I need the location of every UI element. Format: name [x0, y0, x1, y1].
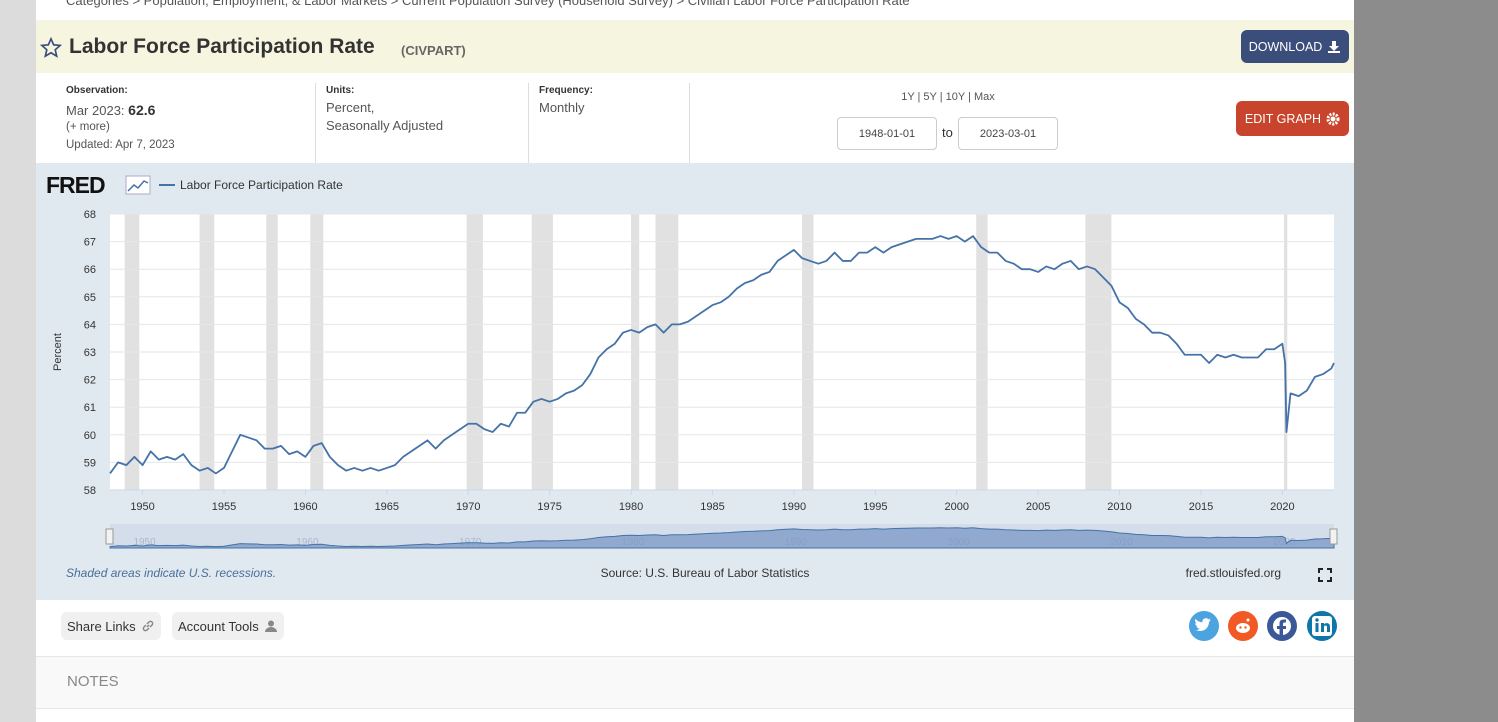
- y-axis-title: Percent: [52, 333, 64, 371]
- units-value: Seasonally Adjusted: [326, 118, 444, 133]
- x-tick-label: 2000: [944, 501, 968, 513]
- link-icon: [142, 620, 153, 632]
- browser-margin: [0, 0, 36, 722]
- frequency-value: Monthly: [539, 100, 585, 115]
- updated-date: Updated: Apr 7, 2023: [66, 139, 175, 151]
- x-tick-label: 1990: [782, 501, 806, 513]
- notes-section: [36, 656, 1354, 709]
- separator: [315, 83, 316, 163]
- end-date-input[interactable]: 2023-03-01: [958, 117, 1058, 150]
- range-presets[interactable]: 1Y | 5Y | 10Y | Max: [901, 91, 995, 103]
- y-tick-label: 60: [84, 430, 96, 442]
- share-links-label: Share Links: [67, 618, 136, 634]
- x-tick-label: 2010: [1107, 501, 1131, 513]
- data-line: [109, 235, 1335, 475]
- navigator-tick-label: 1960: [296, 537, 319, 548]
- account-tools-button[interactable]: Account Tools: [172, 612, 284, 640]
- to-label: to: [942, 125, 953, 140]
- units-label: Units:: [326, 85, 355, 96]
- y-tick-label: 61: [84, 402, 96, 414]
- gear-icon: [1326, 112, 1340, 125]
- y-tick-label: 64: [84, 319, 96, 331]
- x-tick-label: 1955: [212, 501, 236, 513]
- social-icons: [1189, 611, 1337, 641]
- title-bar: [36, 20, 1354, 73]
- x-tick-label: 2020: [1270, 501, 1294, 513]
- series-id: (CIVPART): [401, 43, 466, 58]
- logo-icon: [125, 175, 151, 195]
- recession-note: Shaded areas indicate U.S. recessions.: [66, 566, 276, 580]
- navigator-tick-label: 1950: [133, 537, 156, 548]
- download-icon: [1328, 40, 1341, 53]
- notes-heading: NOTES: [67, 673, 119, 690]
- x-tick-label: 2015: [1189, 501, 1213, 513]
- more-link[interactable]: (+ more): [66, 121, 110, 133]
- y-tick-label: 59: [84, 457, 96, 469]
- navigator-area: [109, 527, 1335, 549]
- fullscreen-icon[interactable]: [1318, 568, 1332, 582]
- favorite-star[interactable]: [40, 37, 62, 59]
- y-tick-label: 58: [84, 485, 96, 497]
- breadcrumb[interactable]: Categories > Population, Employment, & L…: [66, 0, 910, 8]
- download-label: DOWNLOAD: [1248, 39, 1323, 54]
- fred-logo: FRED: [46, 172, 105, 198]
- site-label: fred.stlouisfed.org: [1186, 566, 1281, 580]
- y-tick-label: 66: [84, 264, 96, 276]
- x-tick-label: 1995: [863, 501, 887, 513]
- share-links-button[interactable]: Share Links: [61, 612, 161, 640]
- x-tick-label: 1985: [700, 501, 724, 513]
- navigator-handle: [1329, 528, 1338, 545]
- source-label: Source: U.S. Bureau of Labor Statistics: [601, 566, 810, 580]
- navigator-handle: [105, 528, 114, 545]
- separator: [689, 83, 690, 163]
- x-tick-label: 1975: [537, 501, 561, 513]
- series-title: Labor Force Participation Rate: [69, 35, 375, 58]
- download-button[interactable]: DOWNLOAD: [1241, 30, 1349, 63]
- x-tick-label: 1980: [619, 501, 643, 513]
- account-tools-label: Account Tools: [178, 618, 259, 634]
- observation-label: Observation:: [66, 85, 128, 96]
- x-tick-label: 1950: [130, 501, 154, 513]
- edit-graph-button[interactable]: EDIT GRAPH: [1236, 101, 1349, 136]
- edit-graph-label: EDIT GRAPH: [1244, 111, 1322, 126]
- x-tick-label: 2005: [1026, 501, 1050, 513]
- y-tick-label: 63: [84, 347, 96, 359]
- y-tick-label: 67: [84, 237, 96, 249]
- y-tick-label: 62: [84, 375, 96, 387]
- user-icon: [264, 620, 277, 632]
- y-tick-label: 65: [84, 292, 96, 304]
- x-tick-label: 1965: [375, 501, 399, 513]
- observation-date: Mar 2023:: [66, 103, 125, 118]
- separator: [528, 83, 529, 163]
- legend-label: Labor Force Participation Rate: [180, 178, 343, 192]
- x-tick-label: 1960: [293, 501, 317, 513]
- frequency-label: Frequency:: [539, 85, 593, 96]
- units-value: Percent,: [326, 100, 375, 115]
- observation-value: 62.6: [128, 102, 156, 118]
- x-tick-label: 1970: [456, 501, 480, 513]
- y-tick-label: 68: [84, 209, 96, 221]
- start-date-input[interactable]: 1948-01-01: [837, 117, 937, 150]
